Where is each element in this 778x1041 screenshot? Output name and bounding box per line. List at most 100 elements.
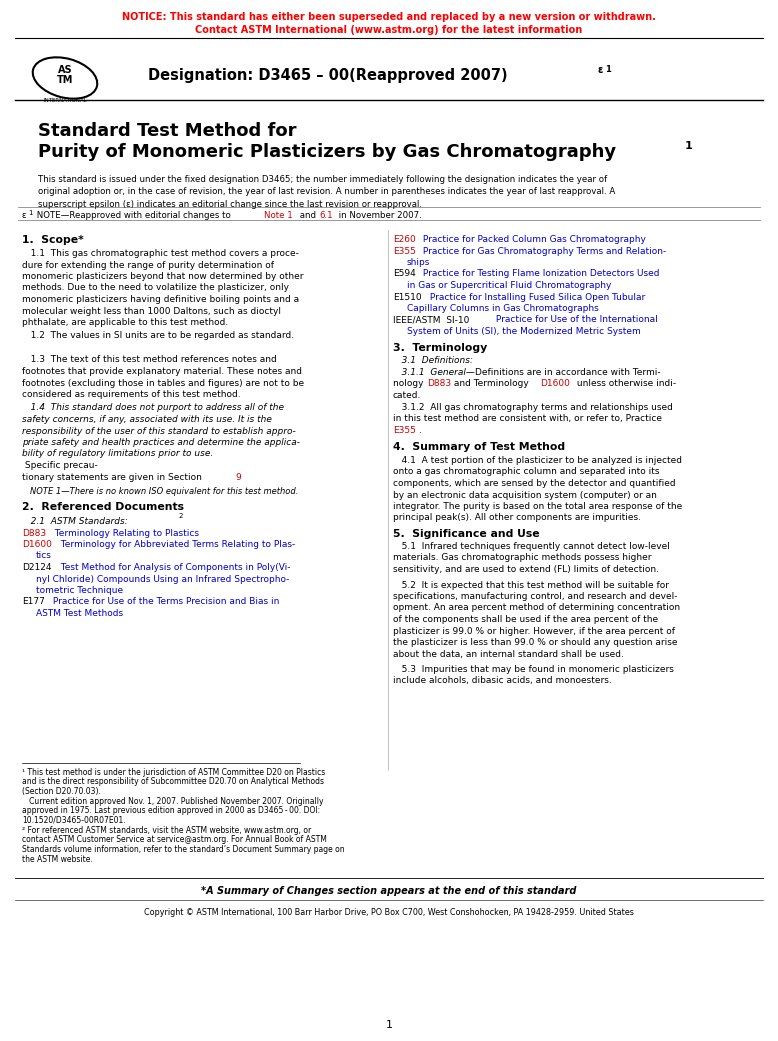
Text: onto a gas chromatographic column and separated into its: onto a gas chromatographic column and se… [393, 467, 660, 477]
Text: ε: ε [598, 65, 604, 75]
Text: (Section D20.70.03).: (Section D20.70.03). [22, 787, 101, 796]
Text: include alcohols, dibasic acids, and monoesters.: include alcohols, dibasic acids, and mon… [393, 677, 612, 686]
Text: safety concerns, if any, associated with its use. It is the: safety concerns, if any, associated with… [22, 415, 272, 424]
Text: Designation: D3465 – 00(Reapproved 2007): Designation: D3465 – 00(Reapproved 2007) [148, 68, 507, 83]
Text: 1: 1 [685, 141, 692, 151]
Text: footnotes (excluding those in tables and figures) are not to be: footnotes (excluding those in tables and… [22, 379, 304, 387]
Text: Practice for Gas Chromatography Terms and Relation-: Practice for Gas Chromatography Terms an… [420, 247, 666, 255]
Text: Contact ASTM International (www.astm.org) for the latest information: Contact ASTM International (www.astm.org… [195, 25, 583, 35]
Text: molecular weight less than 1000 Daltons, such as dioctyl: molecular weight less than 1000 Daltons,… [22, 306, 281, 315]
Text: tionary statements are given in Section: tionary statements are given in Section [22, 473, 205, 482]
Text: 2.  Referenced Documents: 2. Referenced Documents [22, 503, 184, 512]
Text: in November 2007.: in November 2007. [336, 211, 422, 220]
Text: 1: 1 [28, 210, 33, 215]
Text: methods. Due to the need to volatilize the plasticizer, only: methods. Due to the need to volatilize t… [22, 283, 289, 293]
Text: 1.4  This standard does not purport to address all of the: 1.4 This standard does not purport to ad… [22, 404, 284, 412]
Text: contact ASTM Customer Service at service@astm.org. For Annual Book of ASTM: contact ASTM Customer Service at service… [22, 836, 327, 844]
Text: 1: 1 [605, 65, 611, 74]
Text: in Gas or Supercritical Fluid Chromatography: in Gas or Supercritical Fluid Chromatogr… [407, 281, 612, 290]
Text: 3.1.1  General—: 3.1.1 General— [393, 369, 475, 377]
Text: 1: 1 [386, 1020, 392, 1030]
Text: ¹ This test method is under the jurisdiction of ASTM Committee D20 on Plastics: ¹ This test method is under the jurisdic… [22, 768, 325, 777]
Text: nology: nology [393, 380, 426, 388]
Text: TM: TM [57, 75, 73, 85]
Text: 5.2  It is expected that this test method will be suitable for: 5.2 It is expected that this test method… [393, 581, 669, 589]
Text: plasticizer is 99.0 % or higher. However, if the area percent of: plasticizer is 99.0 % or higher. However… [393, 627, 675, 635]
Text: 1.3  The text of this test method references notes and: 1.3 The text of this test method referen… [22, 355, 277, 364]
Text: System of Units (SI), the Modernized Metric System: System of Units (SI), the Modernized Met… [407, 327, 641, 336]
Text: footnotes that provide explanatory material. These notes and: footnotes that provide explanatory mater… [22, 367, 302, 376]
Text: Capillary Columns in Gas Chromatographs: Capillary Columns in Gas Chromatographs [407, 304, 599, 313]
Text: by an electronic data acquisition system (computer) or an: by an electronic data acquisition system… [393, 490, 657, 500]
Text: monomeric plasticizers having definitive boiling points and a: monomeric plasticizers having definitive… [22, 295, 299, 304]
Text: ε: ε [22, 211, 26, 220]
Text: Current edition approved Nov. 1, 2007. Published November 2007. Originally: Current edition approved Nov. 1, 2007. P… [22, 796, 324, 806]
Text: Terminology for Abbreviated Terms Relating to Plas-: Terminology for Abbreviated Terms Relati… [58, 540, 295, 549]
Text: tometric Technique: tometric Technique [36, 586, 123, 595]
Text: bility of regulatory limitations prior to use.: bility of regulatory limitations prior t… [22, 450, 213, 458]
Text: Practice for Testing Flame Ionization Detectors Used: Practice for Testing Flame Ionization De… [420, 270, 660, 279]
Text: Practice for Use of the Terms Precision and Bias in: Practice for Use of the Terms Precision … [50, 598, 279, 607]
Text: 1.1  This gas chromatographic test method covers a proce-: 1.1 This gas chromatographic test method… [22, 249, 299, 258]
Text: INTERNATIONAL: INTERNATIONAL [44, 98, 87, 102]
Text: E260: E260 [393, 235, 415, 244]
Text: 4.1  A test portion of the plasticizer to be analyzed is injected: 4.1 A test portion of the plasticizer to… [393, 456, 682, 465]
Text: about the data, an internal standard shall be used.: about the data, an internal standard sha… [393, 650, 624, 659]
Text: .: . [419, 426, 422, 435]
Text: approved in 1975. Last previous edition approved in 2000 as D3465 - 00. DOI:: approved in 1975. Last previous edition … [22, 806, 320, 815]
Text: Note 1: Note 1 [264, 211, 293, 220]
Text: E355: E355 [393, 247, 416, 255]
Text: This standard is issued under the fixed designation D3465; the number immediatel: This standard is issued under the fixed … [38, 175, 615, 209]
Text: the plasticizer is less than 99.0 % or should any question arise: the plasticizer is less than 99.0 % or s… [393, 638, 678, 648]
Text: nyl Chloride) Compounds Using an Infrared Spectropho-: nyl Chloride) Compounds Using an Infrare… [36, 575, 289, 584]
Text: E1510: E1510 [393, 293, 422, 302]
Text: and Terminology: and Terminology [451, 380, 531, 388]
Text: responsibility of the user of this standard to establish appro-: responsibility of the user of this stand… [22, 427, 296, 435]
Text: Standard Test Method for: Standard Test Method for [38, 122, 296, 139]
Text: D2124: D2124 [22, 563, 51, 572]
Text: Copyright © ASTM International, 100 Barr Harbor Drive, PO Box C700, West Conshoh: Copyright © ASTM International, 100 Barr… [144, 908, 634, 917]
Text: D883: D883 [22, 529, 46, 537]
Text: NOTE 1—There is no known ISO equivalent for this test method.: NOTE 1—There is no known ISO equivalent … [30, 486, 299, 496]
Text: AS: AS [58, 65, 72, 75]
Text: *A Summary of Changes section appears at the end of this standard: *A Summary of Changes section appears at… [202, 886, 576, 896]
Text: Terminology Relating to Plastics: Terminology Relating to Plastics [52, 529, 199, 537]
Text: specifications, manufacturing control, and research and devel-: specifications, manufacturing control, a… [393, 592, 678, 601]
Text: ² For referenced ASTM standards, visit the ASTM website, www.astm.org, or: ² For referenced ASTM standards, visit t… [22, 826, 311, 835]
Text: monomeric plasticizers beyond that now determined by other: monomeric plasticizers beyond that now d… [22, 272, 303, 281]
Text: unless otherwise indi-: unless otherwise indi- [574, 380, 676, 388]
Text: integrator. The purity is based on the total area response of the: integrator. The purity is based on the t… [393, 502, 682, 511]
Text: 3.1.2  All gas chromatography terms and relationships used: 3.1.2 All gas chromatography terms and r… [393, 403, 673, 412]
Text: Practice for Packed Column Gas Chromatography: Practice for Packed Column Gas Chromatog… [420, 235, 646, 244]
Text: opment. An area percent method of determining concentration: opment. An area percent method of determ… [393, 604, 680, 612]
Text: in this test method are consistent with, or refer to, Practice: in this test method are consistent with,… [393, 414, 662, 424]
Text: 9: 9 [235, 473, 240, 482]
Text: 1.  Scope*: 1. Scope* [22, 235, 84, 245]
Text: sensitivity, and are used to extend (FL) limits of detection.: sensitivity, and are used to extend (FL)… [393, 565, 659, 574]
Text: ships: ships [407, 258, 430, 266]
Text: 3.  Terminology: 3. Terminology [393, 342, 487, 353]
Text: Practice for Installing Fused Silica Open Tubular: Practice for Installing Fused Silica Ope… [427, 293, 645, 302]
Text: Standards volume information, refer to the standard’s Document Summary page on: Standards volume information, refer to t… [22, 845, 345, 854]
Text: 4.  Summary of Test Method: 4. Summary of Test Method [393, 442, 565, 452]
Text: 5.  Significance and Use: 5. Significance and Use [393, 529, 540, 539]
Text: priate safety and health practices and determine the applica-: priate safety and health practices and d… [22, 438, 300, 447]
Text: tics: tics [36, 552, 52, 560]
Text: NOTE—Reapproved with editorial changes to: NOTE—Reapproved with editorial changes t… [34, 211, 233, 220]
Text: dure for extending the range of purity determination of: dure for extending the range of purity d… [22, 260, 274, 270]
Text: Test Method for Analysis of Components in Poly(Vi-: Test Method for Analysis of Components i… [58, 563, 290, 572]
Text: Practice for Use of the International: Practice for Use of the International [493, 315, 657, 325]
Text: 2.1  ASTM Standards:: 2.1 ASTM Standards: [22, 516, 128, 526]
Text: considered as requirements of this test method.: considered as requirements of this test … [22, 390, 240, 399]
Text: and is the direct responsibility of Subcommittee D20.70 on Analytical Methods: and is the direct responsibility of Subc… [22, 778, 324, 787]
Text: NOTICE: This standard has either been superseded and replaced by a new version o: NOTICE: This standard has either been su… [122, 12, 656, 22]
Text: principal peak(s). All other components are impurities.: principal peak(s). All other components … [393, 513, 641, 523]
Text: cated.: cated. [393, 391, 422, 400]
Text: D883: D883 [427, 380, 451, 388]
Text: and: and [297, 211, 319, 220]
Text: 2: 2 [179, 513, 184, 519]
Text: 5.3  Impurities that may be found in monomeric plasticizers: 5.3 Impurities that may be found in mono… [393, 665, 674, 674]
Text: E177: E177 [22, 598, 45, 607]
Text: E594: E594 [393, 270, 415, 279]
Text: IEEE/ASTM  SI-10: IEEE/ASTM SI-10 [393, 315, 469, 325]
